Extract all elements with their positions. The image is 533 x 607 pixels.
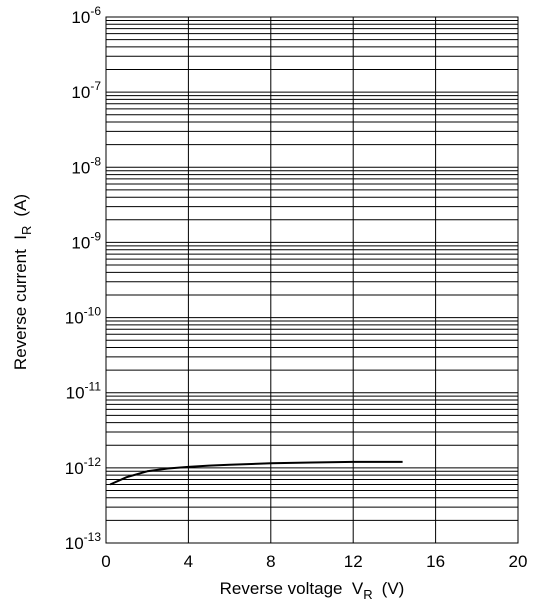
x-axis-label: Reverse voltage VR (V) xyxy=(220,579,405,602)
x-tick-label: 20 xyxy=(509,552,528,571)
y-tick-label: 10-6 xyxy=(71,4,101,27)
grid xyxy=(106,17,518,543)
y-axis-label-unit: (A) xyxy=(11,194,30,217)
y-axis-label-text: Reverse current I xyxy=(11,235,30,370)
x-tick-label: 4 xyxy=(184,552,193,571)
y-axis-label-subscript: R xyxy=(19,226,34,235)
x-axis-label-subscript: R xyxy=(363,587,372,602)
y-tick-label: 10-12 xyxy=(65,455,102,478)
y-tick-label: 10-10 xyxy=(65,305,102,328)
y-tick-labels: 10-13 10-12 10-11 10-10 10-9 10-8 10-7 10-6 xyxy=(65,4,102,553)
x-tick-label: 12 xyxy=(344,552,363,571)
x-tick-label: 8 xyxy=(266,552,275,571)
series-line xyxy=(109,460,403,486)
y-tick-label: 10-8 xyxy=(71,154,101,177)
x-tick-labels: 0 4 8 12 16 20 xyxy=(101,552,527,571)
x-tick-label: 16 xyxy=(426,552,445,571)
x-axis-label-text: Reverse voltage V xyxy=(220,579,364,598)
y-axis-label: Reverse current IR (A) xyxy=(11,194,34,370)
y-tick-label: 10-9 xyxy=(71,229,101,252)
y-tick-label: 10-7 xyxy=(71,79,101,102)
series-layer xyxy=(109,460,403,486)
y-tick-label: 10-11 xyxy=(66,380,102,403)
x-axis-label-unit: (V) xyxy=(382,579,405,598)
x-tick-label: 0 xyxy=(101,552,110,571)
y-tick-label: 10-13 xyxy=(65,530,102,553)
plot-frame xyxy=(105,16,519,544)
